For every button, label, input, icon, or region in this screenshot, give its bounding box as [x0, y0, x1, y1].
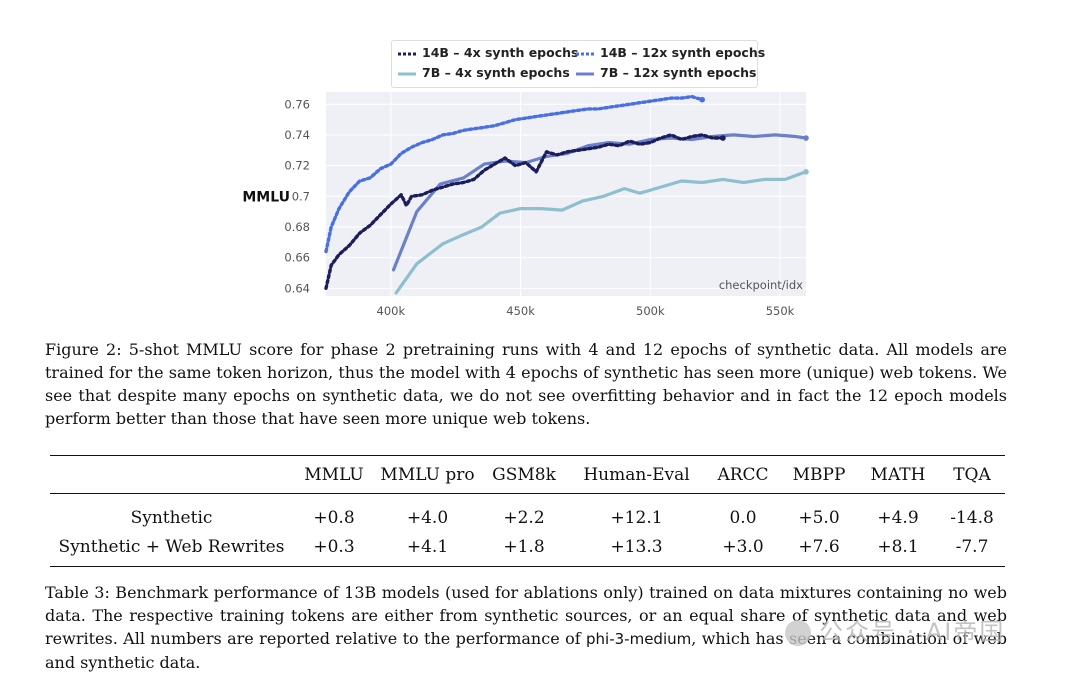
col-header-tqa: TQA	[953, 464, 991, 485]
table-cell: -7.7	[955, 537, 989, 557]
x-tick-label: 400k	[377, 304, 406, 318]
plot-area	[326, 92, 806, 296]
legend-item-14b-4x: 14B – 4x synth epochs	[398, 45, 578, 60]
table-row: Synthetic + Web Rewrites +0.3 +4.1 +1.8 …	[50, 532, 1005, 567]
series-line-3	[391, 133, 808, 272]
table-cell: +0.3	[313, 537, 355, 557]
mmlu-line-chart: 0.64 0.66 0.68 0.7 0.72 0.74 0.76 400k 450k 500k 5…	[242, 92, 809, 318]
legend-label-14b-4x: 14B – 4x synth epochs	[422, 45, 579, 60]
series-end-point-0	[720, 135, 726, 141]
table-cell: +3.0	[722, 537, 764, 557]
legend-swatch-7b-4x	[398, 72, 416, 75]
table-row: Synthetic +0.8 +4.0 +2.2 +12.1 0.0 +5.0 …	[50, 494, 1005, 533]
y-tick-label: 0.74	[284, 128, 310, 142]
legend-item-7b-4x: 7B – 4x synth epochs	[398, 65, 570, 80]
legend-swatch-14b-4x	[398, 52, 416, 55]
table-cell: -14.8	[950, 508, 994, 528]
col-header-mmlu: MMLU	[304, 464, 364, 485]
col-header-mbpp: MBPP	[792, 464, 846, 485]
table-caption: Table 3: Benchmark performance of 13B mo…	[45, 581, 1007, 674]
table-caption-text-pre: Table 3: Benchmark performance of 13B mo…	[45, 583, 1007, 648]
legend-label-14b-12x: 14B – 12x synth epochs	[600, 45, 766, 60]
wechat-icon	[785, 620, 811, 646]
table-caption-text-post: , which has seen a combination of web an…	[45, 629, 1007, 672]
watermark-text: 公众号 · AI帝国	[819, 618, 1006, 646]
x-axis-label: checkpoint/idx	[719, 278, 803, 292]
series-line-2	[394, 170, 808, 295]
table-cell: +4.9	[877, 508, 919, 528]
figure-caption-text: Figure 2: 5-shot MMLU score for phase 2 …	[45, 340, 1007, 428]
table-cell: +7.6	[798, 537, 840, 557]
col-header-arcc: ARCC	[717, 464, 769, 485]
table-cell: +4.0	[406, 508, 449, 528]
table-cell: +13.3	[610, 537, 663, 557]
chart-legend: 14B – 4x synth epochs 14B – 12x synth ep…	[391, 40, 765, 88]
watermark: 公众号 · AI帝国	[785, 612, 1005, 647]
legend-item-14b-12x: 14B – 12x synth epochs	[576, 45, 765, 60]
y-tick-label: 0.68	[284, 220, 310, 234]
col-header-mmlu-pro: MMLU pro	[380, 464, 475, 485]
series-end-point-2	[803, 168, 809, 175]
col-header-gsm8k: GSM8k	[492, 464, 556, 485]
series-line-0	[324, 133, 725, 290]
table-caption-model: phi-3-medium	[586, 630, 692, 648]
table-cell: +0.8	[313, 508, 355, 528]
x-tick-label: 450k	[506, 304, 535, 318]
y-tick-label: 0.64	[284, 281, 310, 295]
series-line-1	[324, 94, 704, 254]
row-label: Synthetic + Web Rewrites	[58, 537, 285, 557]
benchmark-table: MMLU MMLU pro GSM8k Human-Eval ARCC MBPP…	[50, 455, 1005, 567]
y-tick-label: 0.72	[284, 159, 310, 173]
table-cell: +12.1	[610, 508, 663, 528]
series-end-point-1	[699, 96, 706, 103]
table-header-row: MMLU MMLU pro GSM8k Human-Eval ARCC MBPP…	[50, 456, 1005, 494]
legend-label-7b-12x: 7B – 12x synth epochs	[600, 65, 757, 80]
table-body: Synthetic +0.8 +4.0 +2.2 +12.1 0.0 +5.0 …	[50, 494, 1005, 567]
x-tick-label: 500k	[636, 304, 665, 318]
table-cell: +5.0	[798, 508, 840, 528]
series-end-point-3	[803, 135, 809, 141]
y-tick-label: 0.7	[292, 189, 310, 203]
legend-label-7b-4x: 7B – 4x synth epochs	[422, 65, 570, 80]
col-header-human-eval: Human-Eval	[583, 464, 690, 485]
col-header-blank	[50, 456, 293, 494]
table-header: MMLU MMLU pro GSM8k Human-Eval ARCC MBPP…	[50, 455, 1005, 494]
table-cell: 0.0	[729, 508, 757, 528]
x-tick-label: 550k	[766, 304, 795, 318]
y-tick-label: 0.66	[284, 251, 310, 265]
legend-item-7b-12x: 7B – 12x synth epochs	[576, 65, 756, 80]
table-cell: +4.1	[406, 537, 449, 557]
figure-2-chart: 0.64 0.66 0.68 0.7 0.72 0.74 0.76 400k 450k 500k 5…	[0, 0, 1080, 330]
table-cell: +2.2	[503, 508, 545, 528]
table-cell: +8.1	[877, 537, 919, 557]
table-cell: +1.8	[503, 537, 545, 557]
y-tick-label: 0.76	[284, 97, 310, 111]
row-label: Synthetic	[130, 508, 213, 528]
legend-swatch-7b-12x	[576, 72, 594, 75]
y-axis-label: MMLU	[242, 189, 290, 205]
legend-swatch-14b-12x	[576, 52, 594, 55]
col-header-math: MATH	[870, 464, 926, 485]
figure-caption: Figure 2: 5-shot MMLU score for phase 2 …	[45, 338, 1007, 430]
